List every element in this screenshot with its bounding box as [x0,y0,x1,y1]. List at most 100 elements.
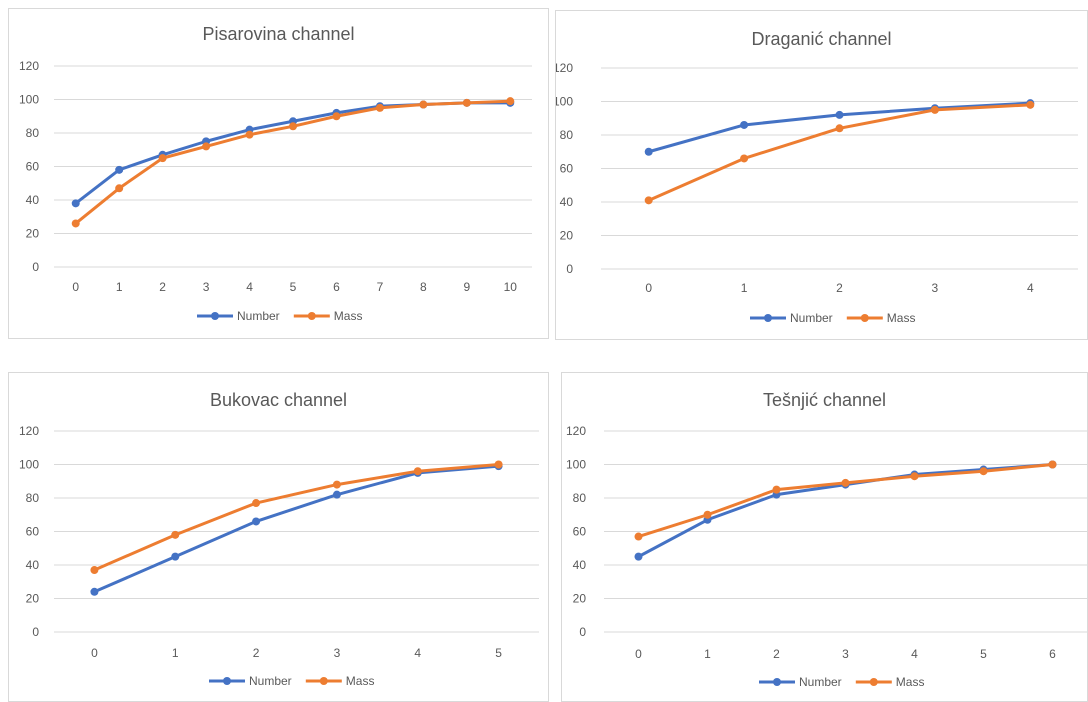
y-tick-label: 60 [26,160,40,174]
x-tick-label: 5 [290,280,297,294]
x-tick-label: 4 [414,646,421,660]
legend-label: Mass [887,311,916,325]
y-tick-label: 40 [573,558,587,572]
data-point-mass [506,97,515,106]
y-tick-label: 40 [560,195,574,209]
data-point-number [740,120,749,129]
x-tick-label: 8 [420,280,427,294]
data-point-mass [245,130,254,139]
legend-marker [319,677,328,685]
y-tick-label: 60 [26,525,40,539]
chart-panel-tesnjic: Tešnjić channel 0 20 40 60 80 100 120 0 1 2 3 4 5 6 Num… [561,372,1088,702]
legend-marker [869,678,878,686]
y-tick-label: 100 [556,95,573,109]
x-tick-label: 4 [1027,281,1034,295]
data-point-mass [462,98,471,107]
chart-title: Pisarovina channel [202,24,354,44]
series-line-number [637,463,1054,559]
y-tick-label: 100 [19,93,39,107]
data-point-mass [703,510,712,519]
legend-marker [223,677,231,685]
legend-item-number: Number [750,311,833,325]
x-tick-label: 4 [246,280,253,294]
data-point-mass [252,499,261,508]
x-tick-label: 7 [377,280,384,294]
y-tick-label: 100 [19,458,39,472]
data-point-number [71,199,80,208]
x-tick-label: 2 [836,281,843,295]
x-tick-label: 5 [980,647,987,661]
data-point-number [115,165,124,174]
data-point-mass [1048,460,1057,469]
legend-marker [211,312,219,320]
data-point-mass [115,184,124,193]
y-tick-label: 20 [26,227,40,241]
y-tick-label: 20 [573,592,587,606]
data-point-mass [910,472,919,481]
x-tick-label: 1 [704,647,711,661]
y-tick-label: 40 [26,193,40,207]
x-tick-label: 10 [504,280,518,294]
legend-label: Number [790,311,833,325]
data-point-number [252,517,261,526]
x-tick-label: 4 [911,647,918,661]
data-point-mass [289,122,297,131]
data-point-mass [930,105,939,114]
x-tick-label: 0 [635,647,642,661]
y-tick-label: 0 [566,262,573,276]
legend-item-mass: Mass [293,309,363,323]
chart-svg: Tešnjić channel 0 20 40 60 80 100 120 0 1 2 3 4 5 6 Num… [566,390,1087,689]
series-line-mass [637,463,1054,539]
data-point-number [171,552,180,561]
x-tick-label: 1 [741,281,748,295]
legend-marker [307,312,316,320]
data-point-mass [375,103,384,112]
y-tick-label: 120 [19,59,39,73]
chart-panel-pisarovina: Pisarovina channel 0 20 40 60 80 100 120 0 1 2 3 4 5 6… [8,8,549,339]
x-tick-label: 3 [334,646,341,660]
legend-item-mass: Mass [855,675,925,689]
legend-item-mass: Mass [305,674,374,688]
legend-item-number: Number [197,309,280,323]
x-tick-label: 9 [463,280,470,294]
x-tick-label: 2 [159,280,166,294]
legend: Number Mass [750,311,915,325]
data-point-mass [740,154,749,163]
y-tick-label: 80 [26,126,40,140]
legend-marker [773,678,781,686]
legend-label: Number [237,309,280,323]
data-point-mass [979,467,988,476]
data-point-mass [419,100,428,109]
x-tick-label: 3 [842,647,849,661]
x-tick-label: 6 [333,280,340,294]
y-tick-label: 80 [26,491,40,505]
data-point-mass [772,485,781,494]
y-tick-label: 100 [566,458,586,472]
series-line-mass [92,463,501,572]
y-tick-label: 80 [573,491,587,505]
data-point-mass [1026,100,1035,109]
chart-panel-draganic: Draganić channel 0 20 40 60 80 100 120 0 1 2 3 4 Numb… [555,10,1088,340]
x-tick-label: 6 [1049,647,1056,661]
x-tick-label: 2 [253,646,260,660]
data-point-mass [202,142,211,151]
y-tick-label: 120 [566,424,586,438]
chart-panel-bukovac: Bukovac channel 0 20 40 60 80 100 120 0 1 2 3 4 5 Numb… [8,372,549,702]
data-point-number [644,147,653,156]
y-tick-label: 20 [26,592,40,606]
data-point-number [634,552,643,561]
x-tick-label: 5 [495,646,502,660]
data-point-number [835,110,844,119]
chart-title: Draganić channel [751,29,891,49]
x-tick-label: 1 [172,646,179,660]
chart-svg: Pisarovina channel 0 20 40 60 80 100 120 0 1 2 3 4 5 6… [19,24,532,323]
legend-marker [764,314,772,322]
x-tick-label: 3 [203,280,210,294]
data-point-mass [332,480,341,489]
data-point-mass [332,112,341,121]
chart-svg: Bukovac channel 0 20 40 60 80 100 120 0 1 2 3 4 5 Numb… [19,390,539,688]
chart-svg: Draganić channel 0 20 40 60 80 100 120 0 1 2 3 4 Numb… [556,29,1078,325]
y-tick-label: 40 [26,558,40,572]
legend-label: Mass [896,675,925,689]
legend-label: Mass [334,309,363,323]
